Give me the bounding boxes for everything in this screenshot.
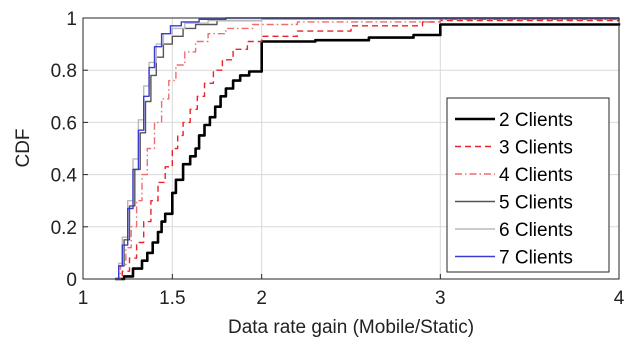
legend: 2 Clients 3 Clients 4 Clients 5 Clients 6 Cl… (446, 97, 610, 273)
series-line-3-clients (115, 19, 620, 280)
y-tick-label-1: 0.2 (51, 218, 77, 239)
legend-label-5-clients: 5 Clients (499, 193, 573, 214)
y-tick-label-0: 0 (66, 270, 77, 291)
y-tick-label-4: 0.8 (51, 61, 77, 82)
x-tick-label-0: 1 (78, 288, 89, 309)
series-layer (115, 17, 621, 281)
legend-label-2-clients: 2 Clients (499, 110, 573, 131)
legend-label-6-clients: 6 Clients (499, 220, 573, 241)
plot-area-frame (82, 17, 620, 280)
tick-layer: 1 1.5 2 3 4 0 0.2 0.4 0.6 0.8 1 (51, 9, 625, 309)
series-line-7-clients (115, 17, 619, 280)
x-tick-label-3: 3 (435, 288, 446, 309)
legend-label-4-clients: 4 Clients (499, 165, 573, 186)
y-tick-label-5: 1 (66, 9, 77, 30)
y-tick-label-3: 0.6 (51, 113, 77, 134)
x-axis-label: Data rate gain (Mobile/Static) (228, 317, 474, 338)
y-axis-label: CDF (13, 128, 34, 167)
legend-label-7-clients: 7 Clients (499, 248, 573, 269)
legend-box (446, 97, 610, 273)
y-tick-label-2: 0.4 (51, 166, 78, 187)
x-tick-label-1: 1.5 (159, 288, 185, 309)
series-line-2-clients (115, 23, 621, 281)
x-tick-label-4: 4 (614, 288, 625, 309)
x-tick-label-2: 2 (256, 288, 267, 309)
series-line-4-clients (115, 18, 620, 280)
series-line-5-clients (115, 18, 620, 280)
legend-label-3-clients: 3 Clients (499, 138, 573, 159)
